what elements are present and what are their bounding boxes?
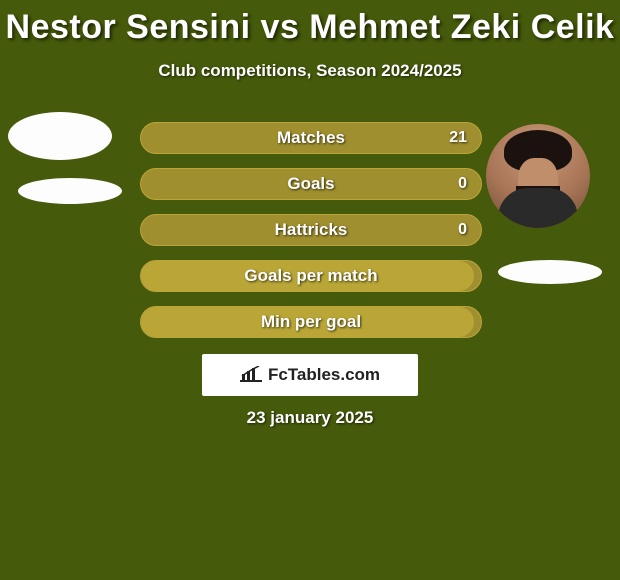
stat-bar-min-per-goal: Min per goal [140, 306, 482, 338]
stat-bar-label: Hattricks [141, 220, 481, 240]
stat-bar-label: Matches [141, 128, 481, 148]
stat-bar-goals-per-match: Goals per match [140, 260, 482, 292]
brand-text: FcTables.com [268, 365, 380, 385]
stat-bar-value: 21 [449, 129, 467, 147]
stat-bar-label: Goals per match [141, 266, 481, 286]
stat-bar-value: 0 [458, 221, 467, 239]
stat-bar-matches: Matches21 [140, 122, 482, 154]
player-left-shadow-ellipse [18, 178, 122, 204]
chart-icon [240, 366, 262, 384]
stat-bar-goals: Goals0 [140, 168, 482, 200]
stat-bar-label: Min per goal [141, 312, 481, 332]
player-left-avatar-placeholder [8, 112, 112, 160]
stats-bars: Matches21Goals0Hattricks0Goals per match… [140, 122, 482, 352]
avatar-face [518, 158, 558, 208]
player-right-avatar [486, 124, 590, 228]
page-subtitle: Club competitions, Season 2024/2025 [0, 61, 620, 81]
stat-bar-label: Goals [141, 174, 481, 194]
stat-bar-hattricks: Hattricks0 [140, 214, 482, 246]
avatar-beard [516, 186, 560, 216]
stat-bar-value: 0 [458, 175, 467, 193]
page-title: Nestor Sensini vs Mehmet Zeki Celik [0, 0, 620, 47]
player-right-shadow-ellipse [498, 260, 602, 284]
snapshot-date: 23 january 2025 [0, 408, 620, 428]
brand-badge[interactable]: FcTables.com [202, 354, 418, 396]
